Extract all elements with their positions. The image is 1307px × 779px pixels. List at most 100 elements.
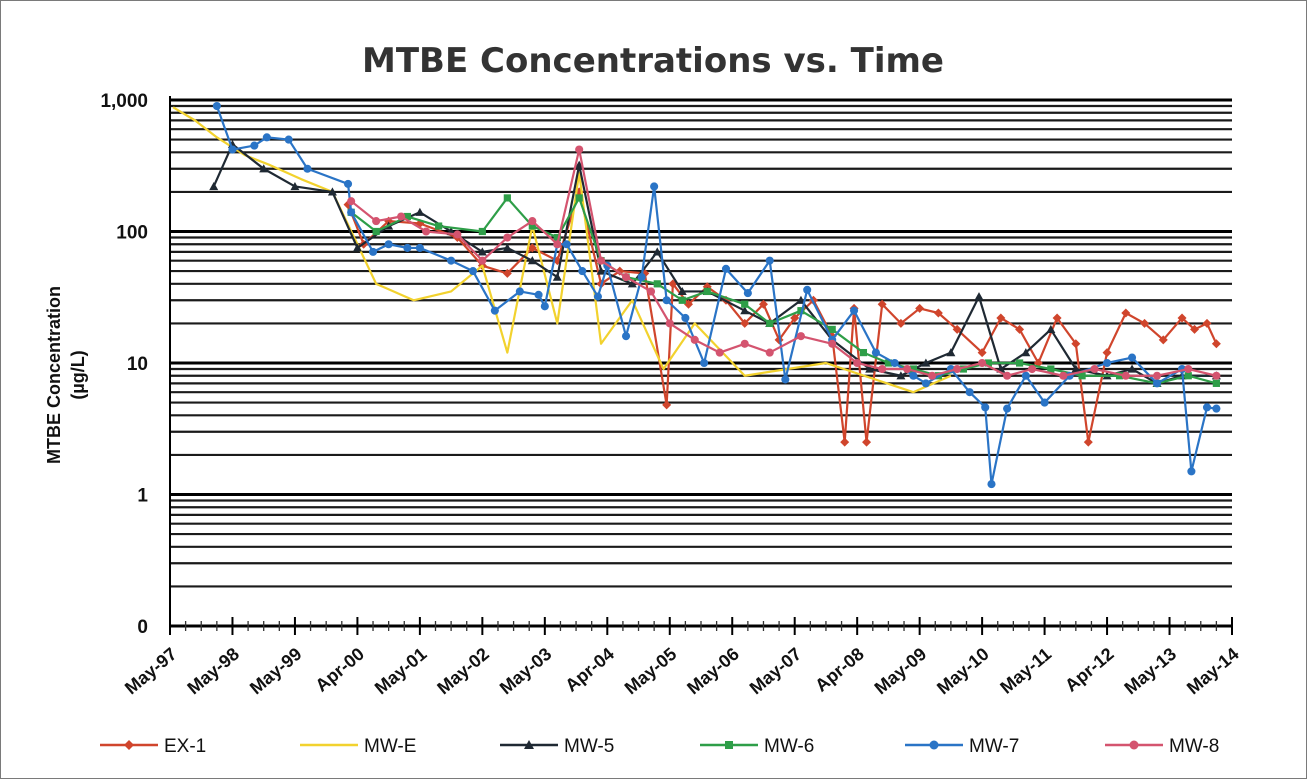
data-point — [741, 300, 749, 308]
data-point — [1127, 364, 1137, 373]
data-point — [652, 247, 662, 256]
data-point — [552, 272, 562, 281]
legend-label: MW-5 — [564, 736, 614, 757]
data-point — [1121, 371, 1130, 380]
y-tick-label: 0 — [137, 617, 148, 638]
data-point — [828, 325, 836, 334]
data-point — [562, 240, 571, 249]
legend-marker — [929, 740, 939, 750]
data-point — [1016, 359, 1024, 367]
data-point — [715, 348, 724, 357]
data-point — [740, 306, 750, 315]
legend-label: EX-1 — [164, 736, 206, 757]
data-point — [915, 303, 925, 313]
data-point — [1015, 324, 1025, 334]
data-point — [952, 324, 962, 334]
data-point — [528, 222, 536, 230]
data-point — [343, 179, 353, 188]
legend-item: MW-6 — [700, 736, 814, 757]
data-point — [859, 348, 868, 357]
data-point — [896, 318, 906, 328]
series-mw-7 — [212, 101, 1221, 489]
data-point — [596, 266, 606, 275]
data-point — [653, 280, 661, 288]
y-tick-label: 10 — [127, 354, 148, 375]
data-point — [1158, 335, 1168, 345]
data-point — [909, 371, 918, 380]
data-point — [1187, 467, 1196, 476]
data-point — [553, 233, 561, 242]
data-point — [865, 364, 875, 373]
data-point — [621, 273, 631, 282]
data-point — [678, 296, 686, 304]
series-line — [347, 190, 1218, 444]
legend-label: MW-7 — [969, 736, 1019, 757]
legend-marker — [725, 741, 733, 749]
x-tick-label: Apr-00 — [311, 644, 368, 696]
data-point — [503, 194, 511, 202]
data-point — [368, 247, 378, 256]
data-point — [1071, 339, 1081, 349]
data-point — [928, 371, 937, 380]
x-tick-label: Apr-04 — [561, 644, 618, 696]
data-point — [490, 306, 499, 315]
data-point — [284, 135, 293, 144]
data-point — [803, 285, 812, 294]
data-point — [662, 296, 671, 305]
legend-label: MW-6 — [764, 736, 814, 757]
data-point — [384, 240, 393, 249]
data-point — [1127, 353, 1137, 362]
data-point — [352, 243, 362, 252]
data-point — [534, 290, 543, 299]
data-point — [765, 256, 774, 265]
series-mw-8 — [347, 145, 1221, 380]
data-point — [453, 230, 462, 239]
data-point — [596, 256, 606, 265]
data-point — [212, 101, 221, 111]
data-point — [896, 371, 906, 380]
data-point — [1184, 372, 1192, 380]
data-point — [250, 141, 259, 150]
legend-item: MW-5 — [500, 736, 614, 757]
data-point — [921, 358, 931, 367]
data-point — [1047, 365, 1055, 373]
data-point — [627, 279, 637, 288]
data-point — [575, 145, 584, 154]
legend-item: EX-1 — [100, 736, 206, 757]
data-point — [372, 227, 380, 236]
data-point — [721, 264, 731, 273]
data-point — [740, 339, 749, 348]
data-point — [1021, 348, 1031, 357]
y-axis-label-title: MTBE Concentration — [44, 286, 64, 464]
data-point — [1040, 398, 1049, 407]
x-tick-label: May-03 — [496, 644, 556, 699]
data-point — [1102, 348, 1112, 358]
series-line — [212, 143, 1217, 385]
data-point — [884, 359, 893, 367]
data-point — [853, 358, 862, 368]
legend-item: MW-8 — [1105, 736, 1219, 757]
data-point — [1059, 371, 1068, 380]
x-tick-label: May-05 — [621, 644, 681, 699]
data-point — [447, 256, 456, 265]
data-point — [578, 267, 587, 276]
x-tick-label: May-11 — [996, 644, 1055, 698]
data-point — [422, 227, 431, 236]
y-tick-label: 1 — [137, 486, 148, 507]
data-point — [527, 256, 537, 265]
data-point — [758, 299, 768, 309]
data-point — [209, 181, 219, 191]
data-point — [1078, 372, 1086, 380]
legend-item: MW-E — [300, 736, 416, 757]
data-point — [650, 182, 659, 191]
data-point — [502, 268, 512, 278]
data-point — [977, 348, 987, 358]
data-point — [850, 306, 859, 315]
x-tick-label: May-02 — [433, 644, 493, 699]
data-point — [797, 307, 805, 315]
x-tick-label: May-09 — [871, 644, 931, 699]
data-point — [1052, 313, 1062, 323]
data-point — [828, 339, 837, 348]
data-point — [662, 400, 672, 410]
